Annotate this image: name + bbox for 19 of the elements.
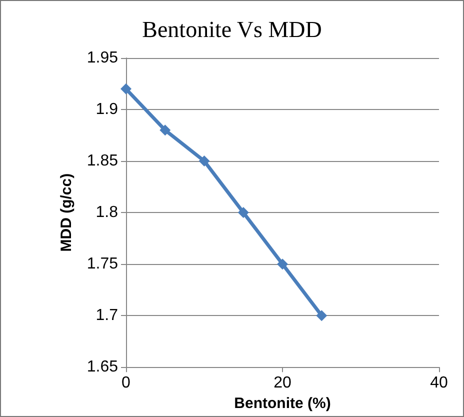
x-tick-label: 20 <box>274 374 292 392</box>
x-tick-label: 40 <box>430 374 448 392</box>
y-tick-label: 1.85 <box>86 152 118 170</box>
y-tick-label: 1.8 <box>96 204 118 222</box>
point <box>316 310 328 322</box>
y-axis-title: MDD (g/cc) <box>58 173 75 252</box>
x-axis-title: Bentonite (%) <box>234 395 331 412</box>
y-tick-label: 1.7 <box>96 307 118 324</box>
point <box>160 124 171 136</box>
y-tick-label: 1.65 <box>86 358 118 376</box>
point <box>238 207 249 218</box>
x-tick-label: 0 <box>122 374 131 392</box>
point <box>120 83 132 94</box>
y-tick-label: 1.9 <box>96 101 118 118</box>
chart-title: Bentonite Vs MDD <box>142 17 322 42</box>
y-tick-label: 1.95 <box>86 50 118 66</box>
point <box>198 156 210 167</box>
point <box>277 258 288 270</box>
y-tick-label: 1.75 <box>86 256 118 273</box>
